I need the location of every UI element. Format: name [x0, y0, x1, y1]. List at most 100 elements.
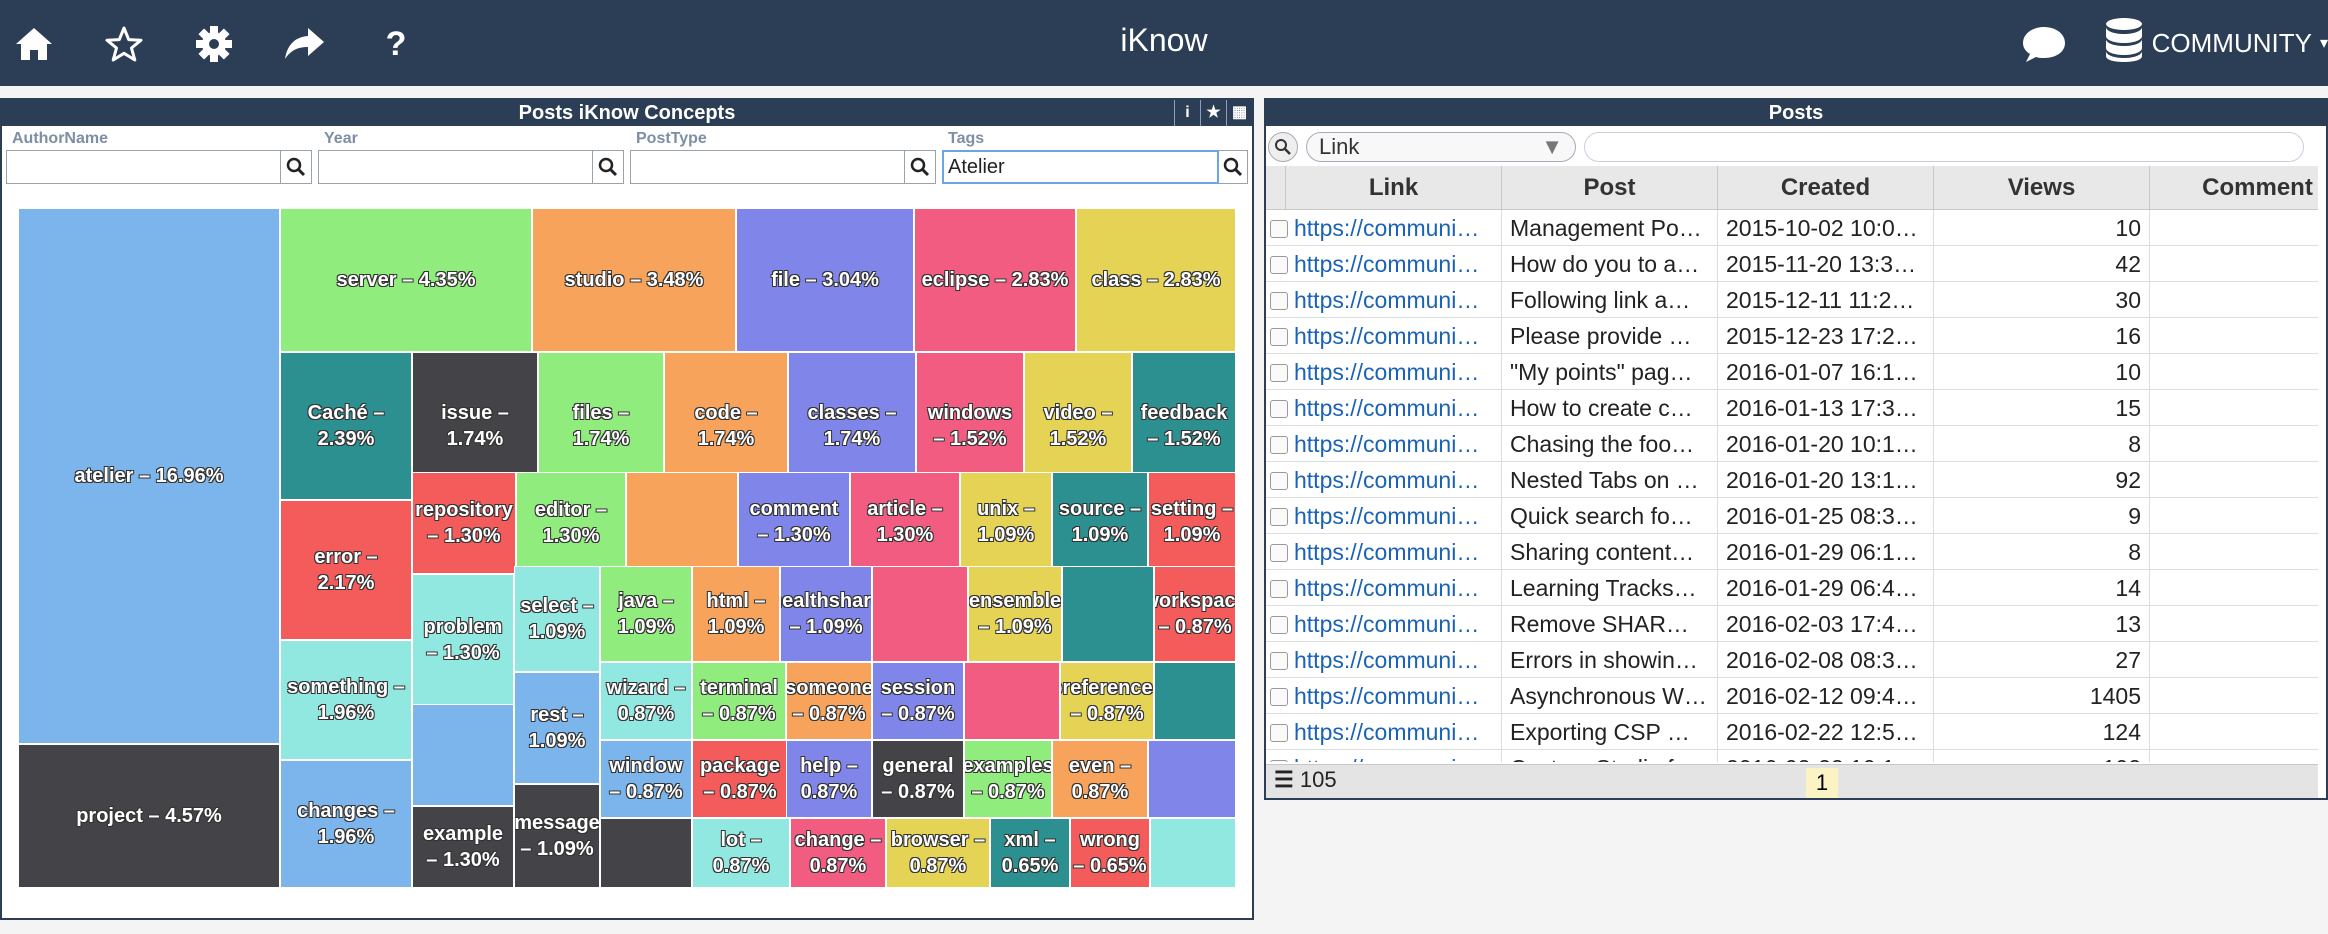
treemap-tile[interactable]: wrong – 0.65%	[1070, 818, 1150, 888]
help-icon[interactable]: ?	[385, 24, 407, 63]
column-header-comment[interactable]: Comment	[2150, 166, 2318, 210]
search-icon[interactable]	[593, 150, 624, 184]
year-input[interactable]	[318, 150, 593, 184]
row-checkbox[interactable]	[1270, 364, 1288, 382]
treemap-tile[interactable]: wizard – 0.87%	[600, 662, 692, 740]
cell-link[interactable]: https://communi…	[1286, 354, 1502, 390]
table-row[interactable]: https://communi… Following link a… 2015-12…	[1266, 282, 2318, 318]
search-icon[interactable]	[905, 150, 936, 184]
cell-link[interactable]: https://communi…	[1286, 570, 1502, 606]
treemap-tile[interactable]	[412, 704, 514, 806]
treemap-tile[interactable]: lot – 0.87%	[692, 818, 790, 888]
row-checkbox[interactable]	[1270, 616, 1288, 634]
cell-link[interactable]: https://communi…	[1286, 642, 1502, 678]
column-header-views[interactable]: Views	[1934, 166, 2150, 210]
table-row[interactable]: https://communi… Chasing the foo… 2016-01-…	[1266, 426, 2318, 462]
cell-link[interactable]: https://communi…	[1286, 750, 1502, 762]
star-icon[interactable]	[98, 18, 150, 70]
treemap-tile[interactable]: someone – 0.87%	[786, 662, 872, 740]
table-row[interactable]: https://communi… Management Po… 2015-10-02…	[1266, 210, 2318, 246]
treemap-tile[interactable]: healthshare – 1.09%	[780, 566, 872, 662]
treemap-tile[interactable]: setting – 1.09%	[1148, 472, 1236, 572]
table-row[interactable]: https://communi… Quick search fo… 2016-01-…	[1266, 498, 2318, 534]
table-row[interactable]: https://communi… "My points" pag… 2016-01-…	[1266, 354, 2318, 390]
chat-icon[interactable]	[2018, 18, 2070, 70]
page-number[interactable]: 1	[1806, 768, 1838, 798]
cell-link[interactable]: https://communi…	[1286, 606, 1502, 642]
treemap-tile[interactable]: project – 4.57%	[18, 744, 280, 888]
treemap-tile[interactable]: editor – 1.30%	[516, 472, 626, 574]
share-icon[interactable]	[278, 18, 330, 70]
row-checkbox[interactable]	[1270, 760, 1288, 762]
treemap-tile[interactable]: rest – 1.09%	[514, 672, 600, 784]
treemap-tile[interactable]: error – 2.17%	[280, 500, 412, 640]
row-checkbox[interactable]	[1270, 256, 1288, 274]
treemap-tile[interactable]: server – 4.35%	[280, 208, 532, 352]
table-row[interactable]: https://communi… Sharing content… 2016-01-…	[1266, 534, 2318, 570]
row-checkbox[interactable]	[1270, 508, 1288, 526]
row-checkbox[interactable]	[1270, 580, 1288, 598]
treemap-tile[interactable]	[1154, 662, 1236, 740]
cell-link[interactable]: https://communi…	[1286, 246, 1502, 282]
table-row[interactable]: https://communi… Please provide … 2015-12-…	[1266, 318, 2318, 354]
table-row[interactable]: https://communi… Remove SHAR… 2016-02-03 1…	[1266, 606, 2318, 642]
treemap-tile[interactable]: example – 1.30%	[412, 806, 514, 888]
table-search-input[interactable]	[1584, 132, 2304, 162]
cell-link[interactable]: https://communi…	[1286, 282, 1502, 318]
treemap-tile[interactable]	[1150, 818, 1236, 888]
table-row[interactable]: https://communi… Errors in showin… 2016-02…	[1266, 642, 2318, 678]
treemap-tile[interactable]: html – 1.09%	[692, 566, 780, 662]
treemap-tile[interactable]: eclipse – 2.83%	[914, 208, 1076, 352]
treemap-tile[interactable]: problem – 1.30%	[412, 574, 514, 706]
gear-icon[interactable]	[188, 18, 240, 70]
table-row[interactable]: https://communi… How do you to a… 2015-11-…	[1266, 246, 2318, 282]
treemap-tile[interactable]: file – 3.04%	[736, 208, 914, 352]
treemap-tile[interactable]: session – 0.87%	[872, 662, 964, 740]
row-checkbox[interactable]	[1270, 544, 1288, 562]
treemap-tile[interactable]: package – 0.87%	[692, 740, 788, 818]
treemap-tile[interactable]: browser – 0.87%	[886, 818, 990, 888]
cell-link[interactable]: https://communi…	[1286, 678, 1502, 714]
tags-input[interactable]	[942, 150, 1219, 184]
row-checkbox[interactable]	[1270, 688, 1288, 706]
treemap-tile[interactable]: help – 0.87%	[786, 740, 872, 818]
table-row[interactable]: https://communi… Asynchronous W… 2016-02-1…	[1266, 678, 2318, 714]
treemap-tile[interactable]: examples – 0.87%	[964, 740, 1052, 818]
row-checkbox[interactable]	[1270, 328, 1288, 346]
cell-link[interactable]: https://communi…	[1286, 714, 1502, 750]
treemap-tile[interactable]: comment – 1.30%	[738, 472, 850, 572]
cell-link[interactable]: https://communi…	[1286, 390, 1502, 426]
cell-link[interactable]: https://communi…	[1286, 462, 1502, 498]
cell-link[interactable]: https://communi…	[1286, 210, 1502, 246]
treemap-tile[interactable]: terminal – 0.87%	[692, 662, 786, 740]
table-row[interactable]: https://communi… Exporting CSP … 2016-02-2…	[1266, 714, 2318, 750]
table-row[interactable]: https://communi… Nested Tabs on … 2016-01-…	[1266, 462, 2318, 498]
table-row[interactable]: https://communi… How to create c… 2016-01-…	[1266, 390, 2318, 426]
search-field-select[interactable]: Link ▼	[1306, 132, 1576, 162]
authorname-input[interactable]	[6, 150, 281, 184]
treemap-tile[interactable]	[872, 566, 968, 662]
row-checkbox[interactable]	[1270, 292, 1288, 310]
treemap-tile[interactable]: something – 1.96%	[280, 640, 412, 760]
favorite-icon[interactable]: ★	[1200, 100, 1226, 126]
treemap-tile[interactable]: article – 1.30%	[850, 472, 960, 572]
treemap-tile[interactable]: class – 2.83%	[1076, 208, 1236, 352]
cell-link[interactable]: https://communi…	[1286, 426, 1502, 462]
treemap-tile[interactable]: changes – 1.96%	[280, 760, 412, 888]
table-row[interactable]: https://communi…Custom Studio f…2016-02-…	[1266, 750, 2318, 762]
treemap-tile[interactable]: change – 0.87%	[790, 818, 886, 888]
row-checkbox[interactable]	[1270, 472, 1288, 490]
treemap-tile[interactable]: ensemble – 1.09%	[968, 566, 1062, 662]
treemap-tile[interactable]: java – 1.09%	[600, 566, 692, 662]
treemap-tile[interactable]: unix – 1.09%	[960, 472, 1052, 572]
posttype-input[interactable]	[630, 150, 905, 184]
treemap-tile[interactable]	[600, 818, 692, 888]
treemap-tile[interactable]: general – 0.87%	[872, 740, 964, 818]
treemap-tile[interactable]: even – 0.87%	[1052, 740, 1148, 818]
community-menu[interactable]: COMMUNITY ▾	[2104, 14, 2328, 72]
search-icon[interactable]	[1219, 150, 1248, 184]
treemap-tile[interactable]	[964, 662, 1060, 740]
treemap-tile[interactable]: window – 0.87%	[600, 740, 692, 818]
treemap-tile[interactable]: source – 1.09%	[1052, 472, 1148, 572]
treemap-tile[interactable]	[1148, 740, 1236, 818]
